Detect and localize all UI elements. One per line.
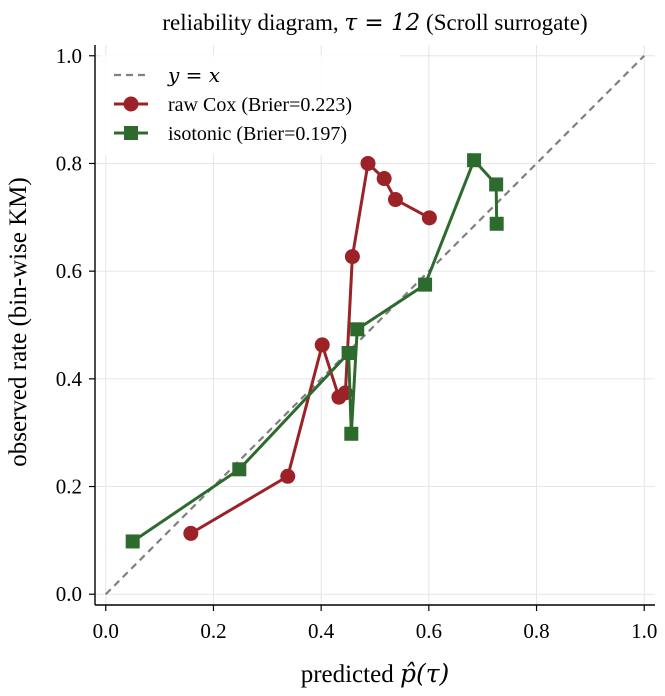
data-point bbox=[360, 155, 376, 171]
y-tick-label: 0.8 bbox=[56, 151, 82, 175]
data-point bbox=[387, 192, 403, 208]
y-tick-label: 0.4 bbox=[56, 367, 83, 391]
data-point bbox=[421, 210, 437, 226]
data-point bbox=[183, 525, 199, 541]
y-tick-label: 0.0 bbox=[56, 582, 82, 606]
series-line-0 bbox=[190, 161, 431, 535]
legend-raw-cox-label: raw Cox (Brier=0.223) bbox=[168, 94, 352, 116]
x-tick-label: 0.8 bbox=[523, 619, 549, 643]
x-tick-label: 1.0 bbox=[631, 619, 657, 643]
data-point bbox=[467, 153, 482, 168]
series-layer bbox=[104, 54, 646, 596]
y-axis-label: observed rate (bin-wise KM) bbox=[5, 177, 32, 467]
data-point bbox=[344, 426, 359, 441]
data-point bbox=[314, 337, 330, 353]
x-tick-label: 0.2 bbox=[200, 619, 226, 643]
data-point bbox=[125, 534, 140, 549]
x-tick-label: 0.4 bbox=[308, 619, 335, 643]
legend-raw-cox-marker bbox=[123, 96, 139, 112]
legend-diagonal-label: y = x bbox=[167, 63, 220, 87]
data-point bbox=[418, 277, 433, 292]
x-axis-label: predicted p̂(τ) bbox=[301, 659, 450, 688]
series-line-1 bbox=[131, 158, 499, 543]
chart-title: reliability diagram, τ = 12 (Scroll surr… bbox=[162, 10, 587, 36]
axes: 0.0 0.2 0.4 0.6 0.8 1.0 0.0 0.2 0.4 0.6 0.8 1.0 bbox=[56, 44, 658, 643]
legend-box bbox=[100, 55, 400, 155]
y-tick-label: 0.2 bbox=[56, 475, 82, 499]
y-tick-label: 1.0 bbox=[56, 44, 82, 68]
legend: y = x raw Cox (Brier=0.223) isotonic (Br… bbox=[100, 55, 400, 155]
legend-isotonic-marker bbox=[124, 126, 138, 140]
data-point bbox=[341, 346, 356, 360]
diagonal-line bbox=[104, 54, 646, 596]
data-point bbox=[489, 177, 504, 192]
data-point bbox=[350, 322, 365, 337]
y-tick-label: 0.6 bbox=[56, 259, 82, 283]
legend-isotonic-label: isotonic (Brier=0.197) bbox=[168, 123, 347, 145]
data-point bbox=[232, 462, 247, 477]
x-tick-label: 0.0 bbox=[93, 619, 119, 643]
x-tick-label: 0.6 bbox=[416, 619, 442, 643]
data-point bbox=[280, 468, 296, 484]
data-point bbox=[376, 171, 392, 187]
data-point bbox=[344, 249, 360, 265]
data-point bbox=[489, 216, 504, 231]
